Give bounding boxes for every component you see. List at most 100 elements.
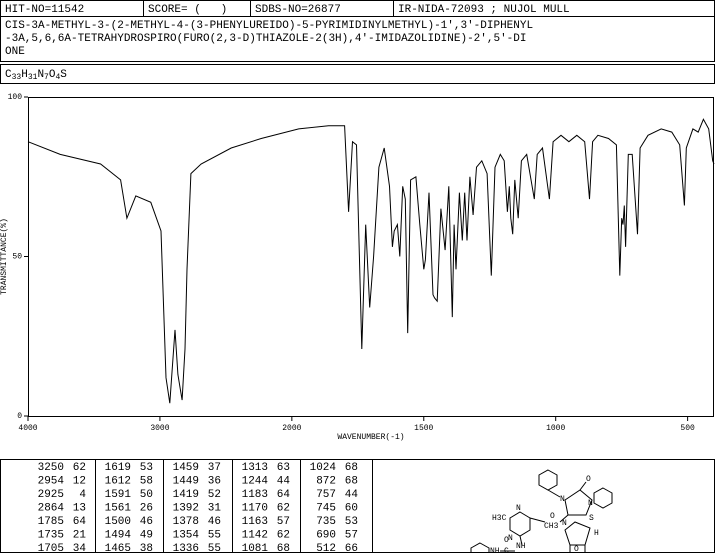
peak-wavenumber: 1081 bbox=[242, 543, 269, 553]
peak-transmittance: 52 bbox=[208, 489, 221, 501]
peak-wavenumber: 1500 bbox=[105, 516, 131, 528]
peak-transmittance: 50 bbox=[140, 489, 153, 501]
peak-transmittance: 55 bbox=[208, 543, 221, 553]
peak-wavenumber: 690 bbox=[316, 529, 336, 541]
x-tick-label: 500 bbox=[680, 424, 695, 433]
peak-wavenumber: 2864 bbox=[38, 502, 65, 514]
peak-wavenumber: 1612 bbox=[105, 475, 131, 487]
peak-transmittance: 12 bbox=[73, 475, 86, 487]
peak-wavenumber: 1735 bbox=[38, 529, 64, 541]
compound-name: ONE bbox=[5, 46, 25, 58]
peak-wavenumber: 2925 bbox=[38, 489, 64, 501]
formula-box bbox=[0, 64, 715, 84]
spectrum-line bbox=[27, 118, 715, 404]
peak-table: 3250 62 2954 12 2925 4 2864 13 1785 64 1735 21 1705 3… bbox=[38, 462, 359, 553]
y-axis-label: TRANSMITTANCE(%) bbox=[0, 218, 9, 295]
peak-transmittance: 34 bbox=[73, 543, 87, 553]
structure-box bbox=[372, 459, 715, 553]
peak-wavenumber: 1354 bbox=[173, 529, 200, 541]
atom-label: NH bbox=[490, 547, 500, 553]
compound-name: -3A,5,6,6A-TETRAHYDROSPIRO(FURO(2,3-D)TH… bbox=[5, 33, 527, 45]
peak-wavenumber: 757 bbox=[316, 489, 336, 501]
peak-wavenumber: 1142 bbox=[242, 529, 268, 541]
peak-wavenumber: 1591 bbox=[105, 489, 132, 501]
peak-wavenumber: 1465 bbox=[105, 543, 131, 553]
peak-transmittance: 66 bbox=[345, 543, 358, 553]
atom-label: N bbox=[516, 504, 521, 513]
peak-wavenumber: 1494 bbox=[105, 529, 132, 541]
peak-wavenumber: 1705 bbox=[38, 543, 64, 553]
atom-label: O bbox=[504, 536, 509, 545]
peak-transmittance: 44 bbox=[277, 475, 291, 487]
x-tick-label: 3000 bbox=[150, 424, 169, 433]
peak-transmittance: 38 bbox=[140, 543, 153, 553]
peak-transmittance: 68 bbox=[345, 462, 358, 474]
x-tick-label: 2000 bbox=[282, 424, 301, 433]
peak-transmittance: 64 bbox=[73, 516, 87, 528]
peak-transmittance: 57 bbox=[345, 529, 358, 541]
peak-wavenumber: 3250 bbox=[38, 462, 64, 474]
atom-label: N bbox=[588, 499, 593, 508]
peak-wavenumber: 1561 bbox=[105, 502, 132, 514]
atom-label: H bbox=[594, 529, 599, 538]
peak-wavenumber: 2954 bbox=[38, 475, 65, 487]
peak-transmittance: 46 bbox=[140, 516, 153, 528]
peak-transmittance: 37 bbox=[208, 462, 221, 474]
peak-transmittance: 62 bbox=[73, 462, 86, 474]
peak-wavenumber: 1313 bbox=[242, 462, 268, 474]
peak-transmittance: 68 bbox=[277, 543, 290, 553]
peak-wavenumber: 745 bbox=[316, 502, 336, 514]
atom-label: O bbox=[550, 512, 555, 521]
sdbs-no: SDBS-NO=26877 bbox=[255, 4, 341, 16]
peak-transmittance: 31 bbox=[208, 502, 222, 514]
atom-label: N bbox=[560, 495, 565, 504]
x-tick-label: 4000 bbox=[18, 424, 37, 433]
peak-transmittance: 44 bbox=[345, 489, 359, 501]
peak-wavenumber: 1419 bbox=[173, 489, 199, 501]
peak-transmittance: 62 bbox=[277, 502, 290, 514]
peak-transmittance: 26 bbox=[140, 502, 153, 514]
score: SCORE= ( ) bbox=[148, 4, 227, 16]
peak-wavenumber: 1183 bbox=[242, 489, 268, 501]
peak-transmittance: 58 bbox=[140, 475, 153, 487]
peak-wavenumber: 1392 bbox=[173, 502, 199, 514]
peak-transmittance: 13 bbox=[73, 502, 86, 514]
plot: 0 50 100 4000 3000 2000 1500 1000 500 WAVENUMBER(… bbox=[0, 93, 715, 442]
compound-name: CIS-3A-METHYL-3-(2-METHYL-4-(3-PHENYLURE… bbox=[5, 20, 533, 32]
y-tick-label: 0 bbox=[17, 412, 22, 421]
hit-no: HIT-NO=11542 bbox=[5, 4, 84, 16]
peak-transmittance: 55 bbox=[208, 529, 221, 541]
peak-wavenumber: 1170 bbox=[242, 502, 268, 514]
peak-transmittance: 64 bbox=[277, 489, 291, 501]
peak-wavenumber: 1378 bbox=[173, 516, 199, 528]
x-tick-label: 1000 bbox=[546, 424, 565, 433]
peak-transmittance: 57 bbox=[277, 516, 290, 528]
peak-wavenumber: 872 bbox=[316, 475, 336, 487]
atom-label: C bbox=[504, 547, 509, 553]
peak-wavenumber: 1336 bbox=[173, 543, 199, 553]
y-tick-label: 50 bbox=[12, 253, 22, 262]
peak-transmittance: 63 bbox=[277, 462, 290, 474]
plot-frame bbox=[28, 97, 714, 417]
peak-wavenumber: 1449 bbox=[173, 475, 199, 487]
peak-transmittance: 4 bbox=[79, 489, 86, 501]
atom-label: N bbox=[562, 519, 567, 528]
peak-transmittance: 53 bbox=[140, 462, 153, 474]
atom-label: O bbox=[574, 545, 579, 553]
y-tick-label: 100 bbox=[8, 93, 23, 102]
peak-transmittance: 60 bbox=[345, 502, 358, 514]
atom-label: CH3 bbox=[544, 522, 559, 531]
peak-wavenumber: 1619 bbox=[105, 462, 131, 474]
peak-wavenumber: 1163 bbox=[242, 516, 268, 528]
peak-wavenumber: 512 bbox=[316, 543, 336, 553]
structure-labels: N O N O S CH3 N H H3C N N O NH C NH O bbox=[490, 475, 599, 553]
atom-label: N bbox=[508, 534, 513, 543]
peak-transmittance: 62 bbox=[277, 529, 290, 541]
peak-transmittance: 49 bbox=[140, 529, 153, 541]
peak-transmittance: 36 bbox=[208, 475, 221, 487]
peak-wavenumber: 1024 bbox=[310, 462, 337, 474]
peak-transmittance: 46 bbox=[208, 516, 221, 528]
atom-label: NH bbox=[516, 542, 526, 551]
x-tick-label: 1500 bbox=[414, 424, 433, 433]
